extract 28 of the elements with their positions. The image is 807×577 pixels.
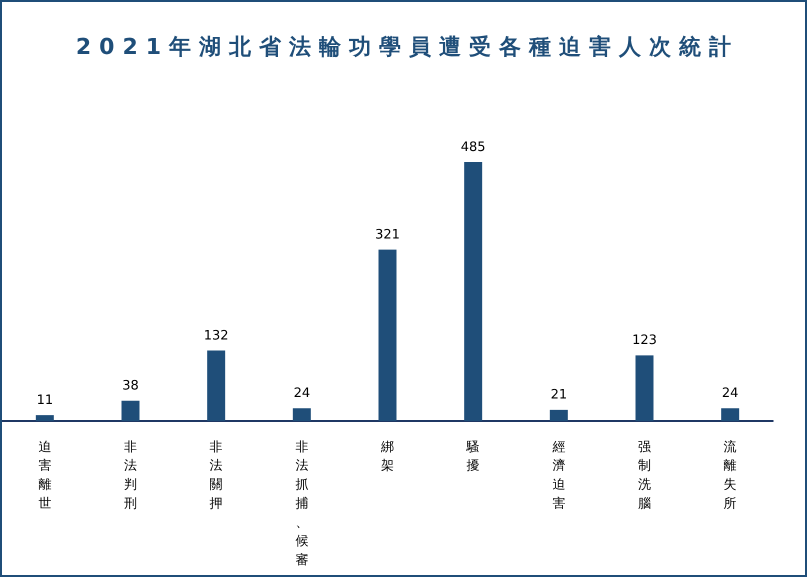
x-tick-label: 强制洗腦 [638, 440, 651, 512]
data-label: 24 [294, 386, 310, 402]
x-tick-label: 流離失所 [724, 438, 737, 512]
x-tick-label: 綁架 [380, 440, 394, 474]
x-tick-label: 非法判刑 [124, 440, 137, 512]
data-label: 132 [204, 328, 229, 344]
x-tick-label: 非法抓捕、候審 [295, 440, 308, 568]
data-label: 321 [375, 227, 400, 242]
bar [122, 400, 140, 422]
data-label: 485 [460, 140, 486, 155]
bar [721, 408, 740, 422]
bar [636, 355, 654, 422]
data-label: 123 [632, 333, 657, 348]
x-tick-label: 經濟迫害 [551, 440, 566, 512]
data-label: 21 [550, 388, 568, 403]
bar [207, 350, 226, 422]
data-label: 24 [722, 386, 738, 402]
data-label: 38 [122, 378, 139, 394]
bar [378, 250, 396, 422]
bar [464, 162, 482, 422]
x-tick-label: 非法關押 [210, 440, 223, 512]
bar [292, 408, 311, 422]
bar [550, 410, 568, 422]
x-tick-label: 騷擾 [466, 440, 480, 474]
data-label: 11 [36, 393, 54, 408]
bar [36, 415, 54, 422]
x-tick-label: 迫害離世 [38, 440, 52, 512]
chart-title: 2021年湖北省法輪功學員遭受各種迫害人次統計 [74, 34, 740, 62]
